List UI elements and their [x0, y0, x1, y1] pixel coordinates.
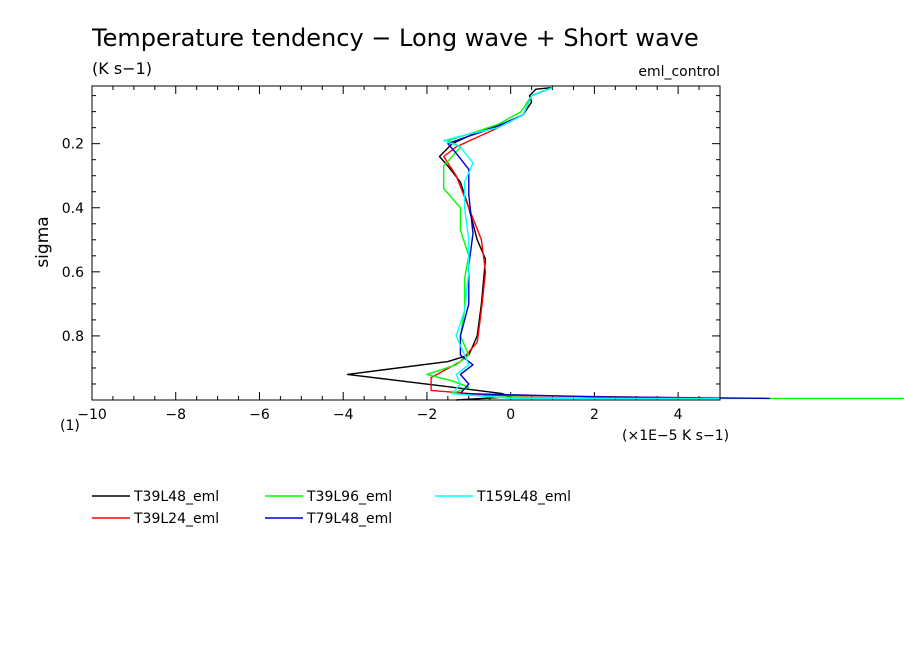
legend-label: T39L48_eml	[133, 489, 219, 505]
legend-label: T79L48_eml	[306, 511, 392, 527]
series-line-t39l96-eml	[426, 86, 904, 400]
y-axis-label: sigma	[33, 216, 53, 267]
y-tick-label: 0.2	[62, 137, 84, 153]
legend-label: T39L96_eml	[306, 489, 392, 505]
x-tick-label: 2	[590, 407, 599, 423]
x-unit-label: (×1E−5 K s−1)	[622, 428, 729, 444]
chart-subtitle: (K s−1)	[92, 59, 152, 78]
x-tick-label: −6	[249, 407, 270, 423]
x-tick-label: −8	[165, 407, 186, 423]
series-line-t79l48-eml	[447, 86, 771, 400]
experiment-label: eml_control	[638, 64, 720, 80]
x-tick-label: 4	[674, 407, 683, 423]
x-tick-label: −4	[333, 407, 354, 423]
legend-label: T39L24_eml	[133, 511, 219, 527]
corner-label: (1)	[60, 418, 80, 434]
series-lines	[346, 86, 904, 401]
legend-label: T159L48_eml	[476, 489, 571, 505]
x-tick-label: −10	[77, 407, 107, 423]
x-tick-label: 0	[506, 407, 515, 423]
x-tick-label: −2	[417, 407, 438, 423]
series-line-t39l48-eml	[346, 86, 553, 401]
plot-frame	[91, 85, 721, 401]
axis-ticks	[91, 86, 721, 401]
y-tick-label: 0.8	[62, 329, 84, 345]
chart-title: Temperature tendency − Long wave + Short…	[91, 24, 699, 52]
y-tick-label: 0.4	[62, 201, 84, 217]
y-tick-label: 0.6	[62, 265, 84, 281]
legend: T39L48_eml T39L24_eml T39L96_eml T79L48_eml…	[92, 489, 571, 527]
tick-labels: −10 −8 −6 −4 −2 0 2 4 0.2 0.4 0.6 0.8	[62, 137, 683, 423]
series-line-t159l48-eml	[443, 86, 720, 400]
